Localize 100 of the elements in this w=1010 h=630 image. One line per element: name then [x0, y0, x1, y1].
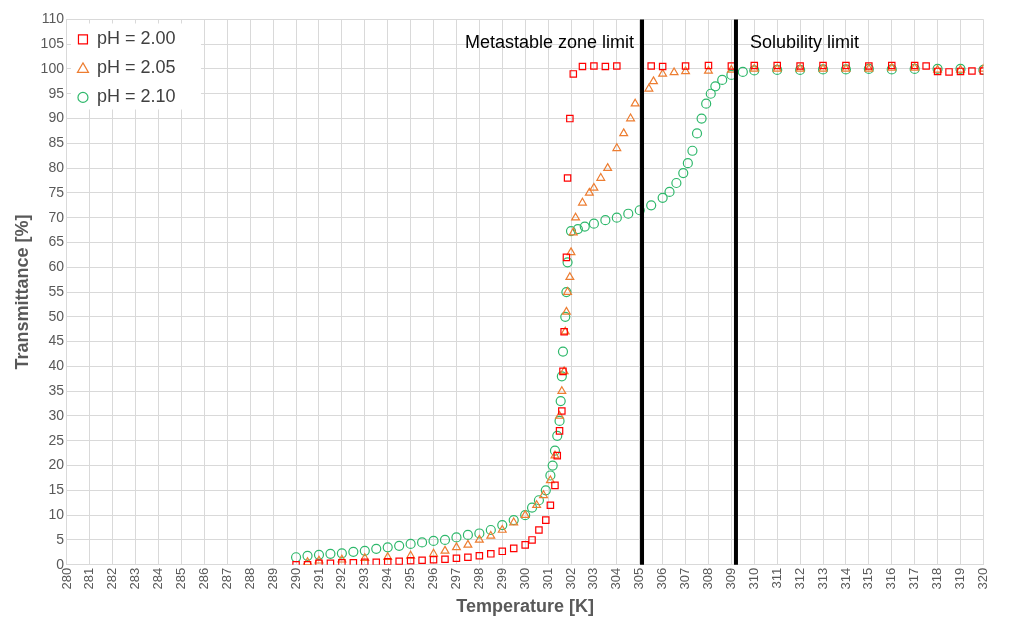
x-tick-label: 296 [425, 567, 441, 590]
x-tick-label: 316 [883, 567, 899, 590]
x-tick-label: 298 [470, 567, 486, 590]
point [704, 61, 713, 70]
x-tick-label: 282 [104, 567, 120, 590]
x-tick-label: 289 [264, 567, 280, 590]
point [557, 386, 567, 395]
point [562, 253, 571, 262]
point [337, 554, 347, 563]
x-tick-label: 313 [814, 567, 830, 590]
point [571, 212, 581, 221]
x-tick-label: 300 [516, 567, 532, 590]
point [474, 534, 484, 543]
y-axis-title: Transmittance [%] [11, 214, 32, 370]
x-tick-label: 307 [677, 567, 693, 590]
point [630, 98, 640, 107]
y-tick-label: 20 [48, 456, 65, 473]
x-tick-label: 292 [333, 567, 349, 590]
x-tick-label: 318 [929, 567, 945, 590]
x-tick-label: 311 [768, 567, 784, 589]
point [349, 558, 358, 565]
x-tick-label: 285 [173, 567, 189, 590]
x-tick-label: 308 [700, 567, 716, 590]
point [452, 554, 461, 563]
legend-label: pH = 2.05 [96, 57, 176, 78]
x-tick-label: 283 [127, 567, 143, 590]
x-tick-label: 303 [585, 567, 601, 590]
y-tick-label: 65 [48, 233, 65, 250]
point [406, 550, 416, 559]
point [315, 559, 323, 565]
x-tick-label: 290 [287, 567, 303, 590]
point [558, 407, 566, 415]
ref-line-label: Solubility limit [749, 32, 859, 53]
x-tick-label: 309 [722, 567, 738, 590]
x-tick-label: 317 [906, 567, 922, 590]
point [440, 545, 450, 554]
point [487, 550, 495, 558]
point [619, 128, 629, 137]
legend-label: pH = 2.10 [96, 86, 176, 107]
point [566, 114, 574, 123]
y-tick-label: 80 [48, 158, 65, 175]
point [945, 68, 953, 76]
point [395, 557, 403, 565]
point [546, 501, 555, 509]
y-tick-label: 15 [48, 481, 65, 498]
x-tick-label: 314 [837, 567, 853, 590]
point [360, 553, 370, 562]
x-tick-label: 305 [631, 567, 647, 590]
point [383, 557, 392, 565]
x-tick-label: 293 [356, 567, 372, 590]
point [497, 524, 507, 533]
point [658, 68, 668, 77]
y-tick-label: 45 [48, 332, 65, 349]
y-tick-label: 30 [48, 406, 65, 423]
point [383, 552, 393, 561]
x-tick-label: 281 [81, 567, 97, 590]
point [539, 490, 549, 499]
y-tick-label: 35 [48, 382, 65, 399]
point [372, 558, 381, 565]
x-tick-label: 306 [654, 567, 670, 590]
y-tick-label: 85 [48, 134, 65, 151]
y-tick-label: 90 [48, 109, 65, 126]
point [569, 70, 578, 78]
y-tick-label: 60 [48, 258, 65, 275]
x-tick-label: 284 [150, 567, 166, 590]
point [669, 67, 679, 76]
point [590, 62, 598, 70]
x-tick-label: 286 [196, 567, 211, 590]
point [535, 526, 543, 534]
point [658, 62, 667, 71]
point [338, 558, 346, 565]
point [561, 306, 571, 315]
point [626, 113, 636, 122]
x-tick-label: 297 [448, 567, 464, 590]
point [577, 197, 587, 206]
point [545, 475, 555, 484]
point [644, 83, 654, 92]
point [578, 62, 587, 71]
point [551, 481, 559, 490]
point [566, 247, 576, 256]
point [647, 62, 655, 70]
point [528, 536, 536, 544]
point [922, 62, 930, 70]
point [681, 66, 691, 75]
point [563, 174, 572, 182]
x-tick-label: 304 [608, 567, 624, 590]
y-tick-label: 5 [56, 530, 65, 547]
x-tick-label: 299 [493, 567, 509, 590]
y-tick-label: 50 [48, 307, 65, 324]
x-tick-label: 320 [974, 567, 990, 590]
point [601, 62, 610, 71]
y-tick-label: 95 [48, 84, 65, 101]
point [542, 516, 550, 524]
point [565, 272, 575, 281]
point [429, 555, 438, 564]
y-tick-label: 55 [48, 282, 65, 299]
x-tick-label: 288 [241, 567, 257, 590]
x-axis-title: Temperature [K] [456, 596, 595, 617]
y-tick-label: 40 [48, 357, 65, 374]
x-tick-label: 301 [539, 567, 555, 590]
